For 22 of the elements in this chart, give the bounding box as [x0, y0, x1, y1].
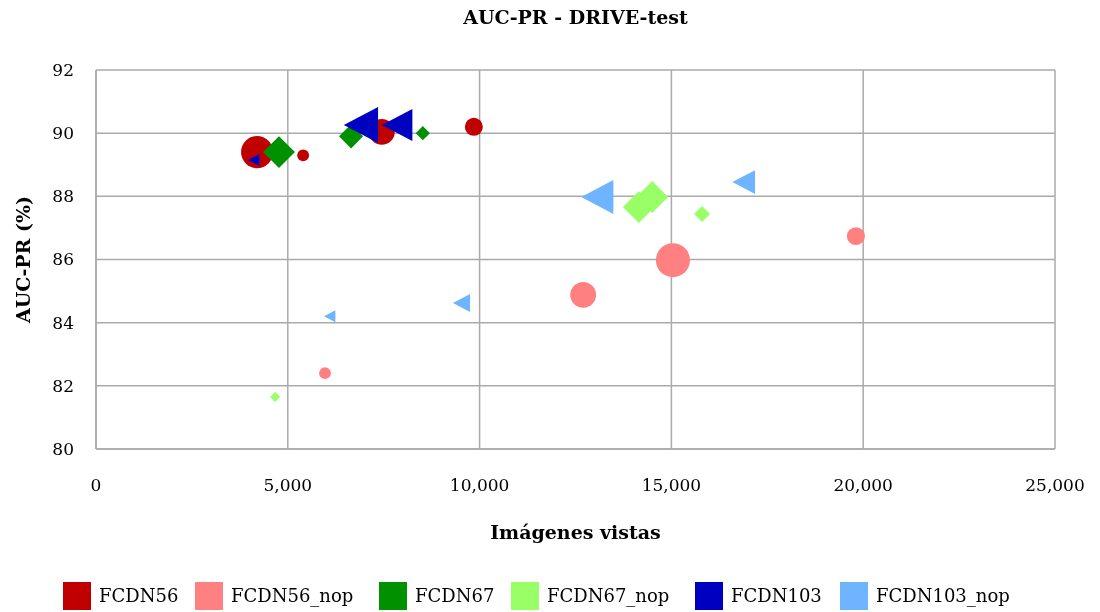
chart-title: AUC-PR - DRIVE-test [462, 6, 688, 28]
x-axis-title: Imágenes vistas [490, 521, 661, 543]
y-tick-label: 90 [52, 123, 74, 144]
y-tick-label: 86 [52, 249, 74, 270]
y-tick-label: 88 [52, 186, 74, 207]
legend-label: FCDN103 [731, 585, 822, 607]
x-tick-label: 5,000 [263, 475, 313, 495]
y-tick-label: 82 [52, 375, 74, 396]
x-tick-label: 25,000 [1025, 475, 1085, 495]
x-tick-label: 15,000 [641, 475, 702, 495]
x-tick-label: 0 [90, 475, 102, 495]
x-tick-label: 10,000 [449, 475, 510, 495]
y-axis-title: AUC-PR (%) [12, 195, 34, 325]
legend-label: FCDN56_nop [231, 585, 354, 608]
y-tick-label: 84 [52, 312, 74, 333]
legend-label: FCDN103_nop [876, 585, 1010, 608]
legend-label: FCDN67 [415, 585, 495, 607]
legend-label: FCDN56 [99, 585, 179, 607]
y-tick-label: 80 [52, 438, 74, 459]
x-tick-label: 20,000 [833, 475, 893, 495]
legend-label: FCDN67_nop [547, 585, 670, 608]
y-tick-label: 92 [52, 59, 74, 80]
